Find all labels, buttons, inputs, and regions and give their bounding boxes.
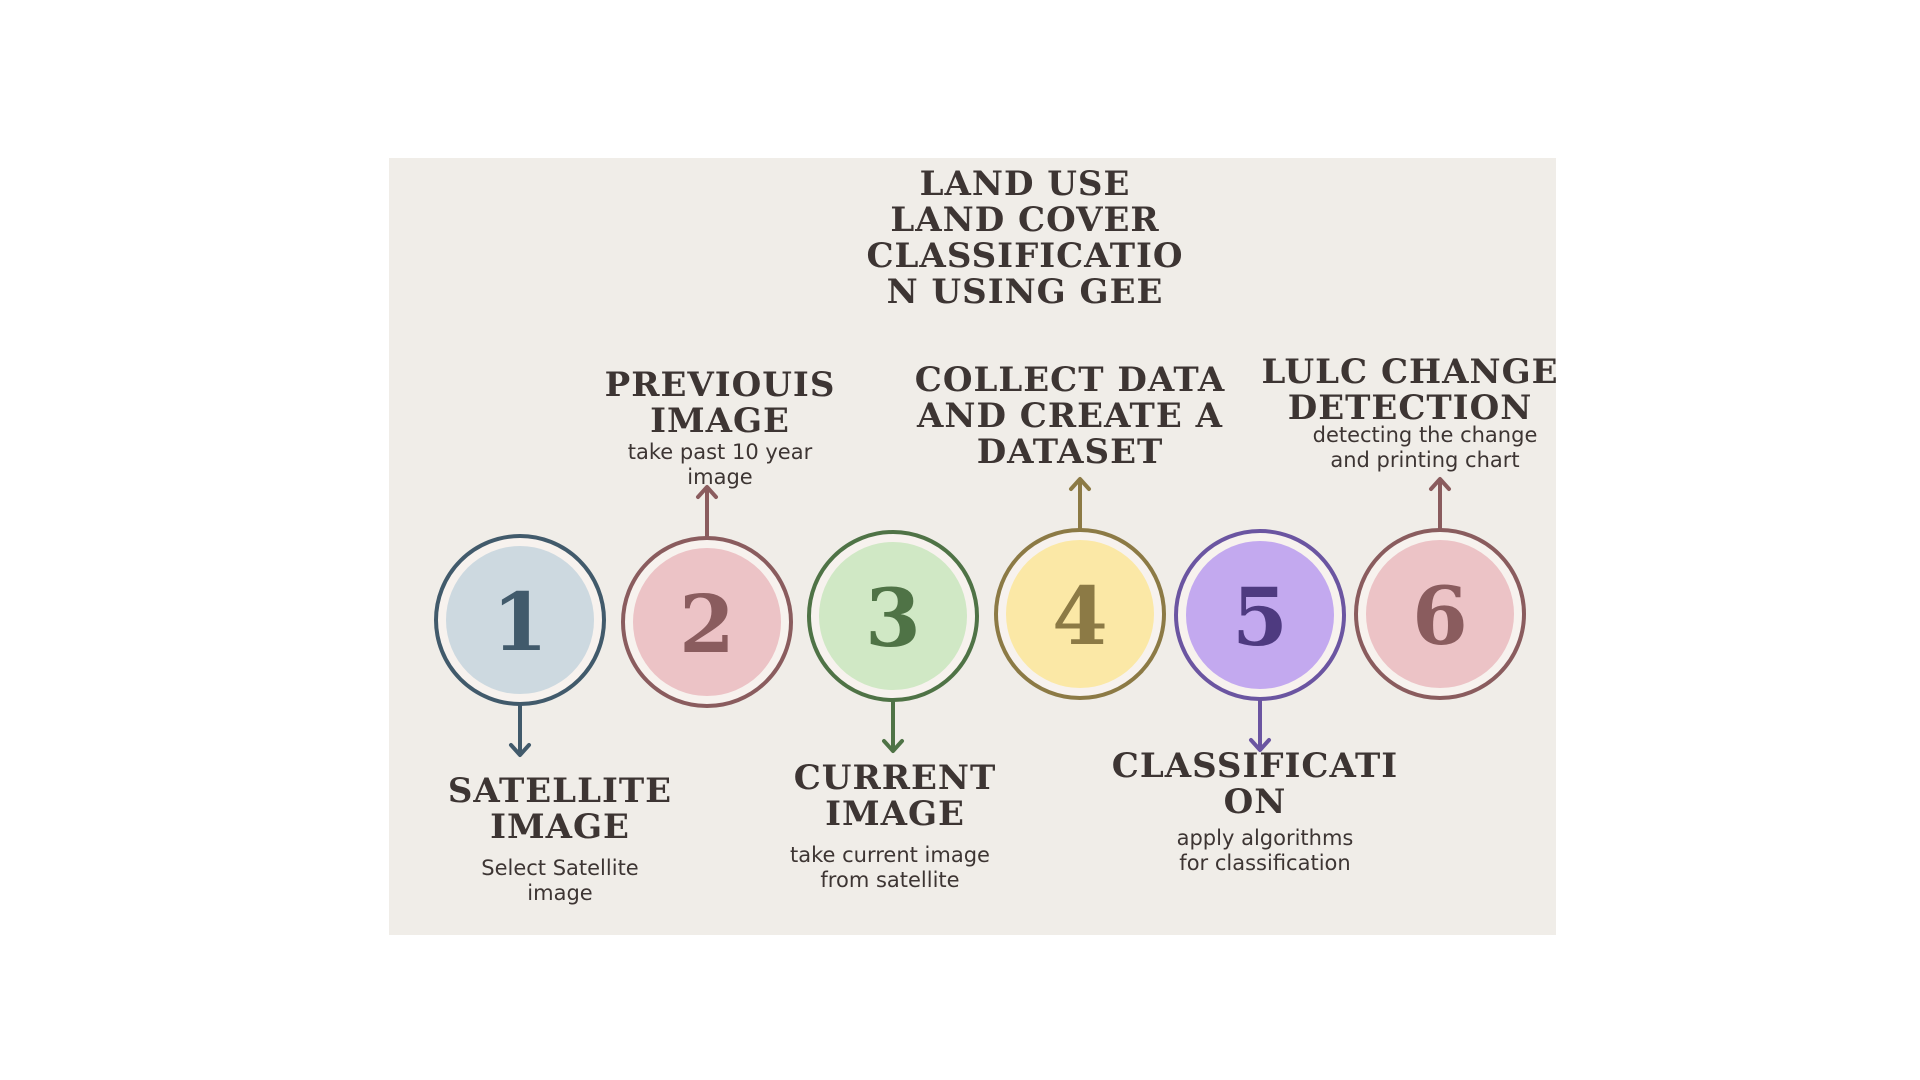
step-4-arrow-head <box>1069 477 1091 491</box>
step-2-circle <box>633 548 781 696</box>
step-3-description: take current image from satellite <box>790 843 990 892</box>
step-5-arrow-head <box>1249 738 1271 752</box>
step-6-number: 6 <box>1412 569 1468 663</box>
step-5-circle <box>1186 541 1334 689</box>
step-2-arrow-head <box>696 485 718 499</box>
step-6-title: LULC CHANGE DETECTION <box>1261 352 1559 428</box>
step-4-number: 4 <box>1052 569 1108 663</box>
step-2-description: take past 10 year image <box>627 440 813 489</box>
step-3-number: 3 <box>865 571 921 665</box>
step-1-number: 1 <box>492 575 548 669</box>
step-1-description: Select Satellite image <box>481 856 639 905</box>
step-5-description: apply algorithms for classification <box>1176 826 1354 875</box>
step-5-number: 5 <box>1232 570 1288 664</box>
step-6-circle <box>1366 540 1514 688</box>
diagram-panel <box>389 158 1556 935</box>
step-5-title: CLASSIFICATI ON <box>1111 746 1399 822</box>
step-3-arrow-head <box>882 739 904 753</box>
step-3-circle <box>819 542 967 690</box>
step-2-title: PREVIOUIS IMAGE <box>604 365 836 441</box>
step-3-title: CURRENT IMAGE <box>793 758 997 834</box>
step-1-arrow-head <box>509 743 531 757</box>
step-4-circle <box>1006 540 1154 688</box>
step-4-title: COLLECT DATA AND CREATE A DATASET <box>914 360 1226 472</box>
step-1-circle <box>446 546 594 694</box>
step-2-number: 2 <box>679 577 735 671</box>
step-6-description: detecting the change and printing chart <box>1312 423 1538 472</box>
diagram-title: LAND USE LAND COVER CLASSIFICATIO N USIN… <box>866 164 1184 312</box>
step-6-arrow-head <box>1429 477 1451 491</box>
step-1-title: SATELLITE IMAGE <box>447 771 673 847</box>
